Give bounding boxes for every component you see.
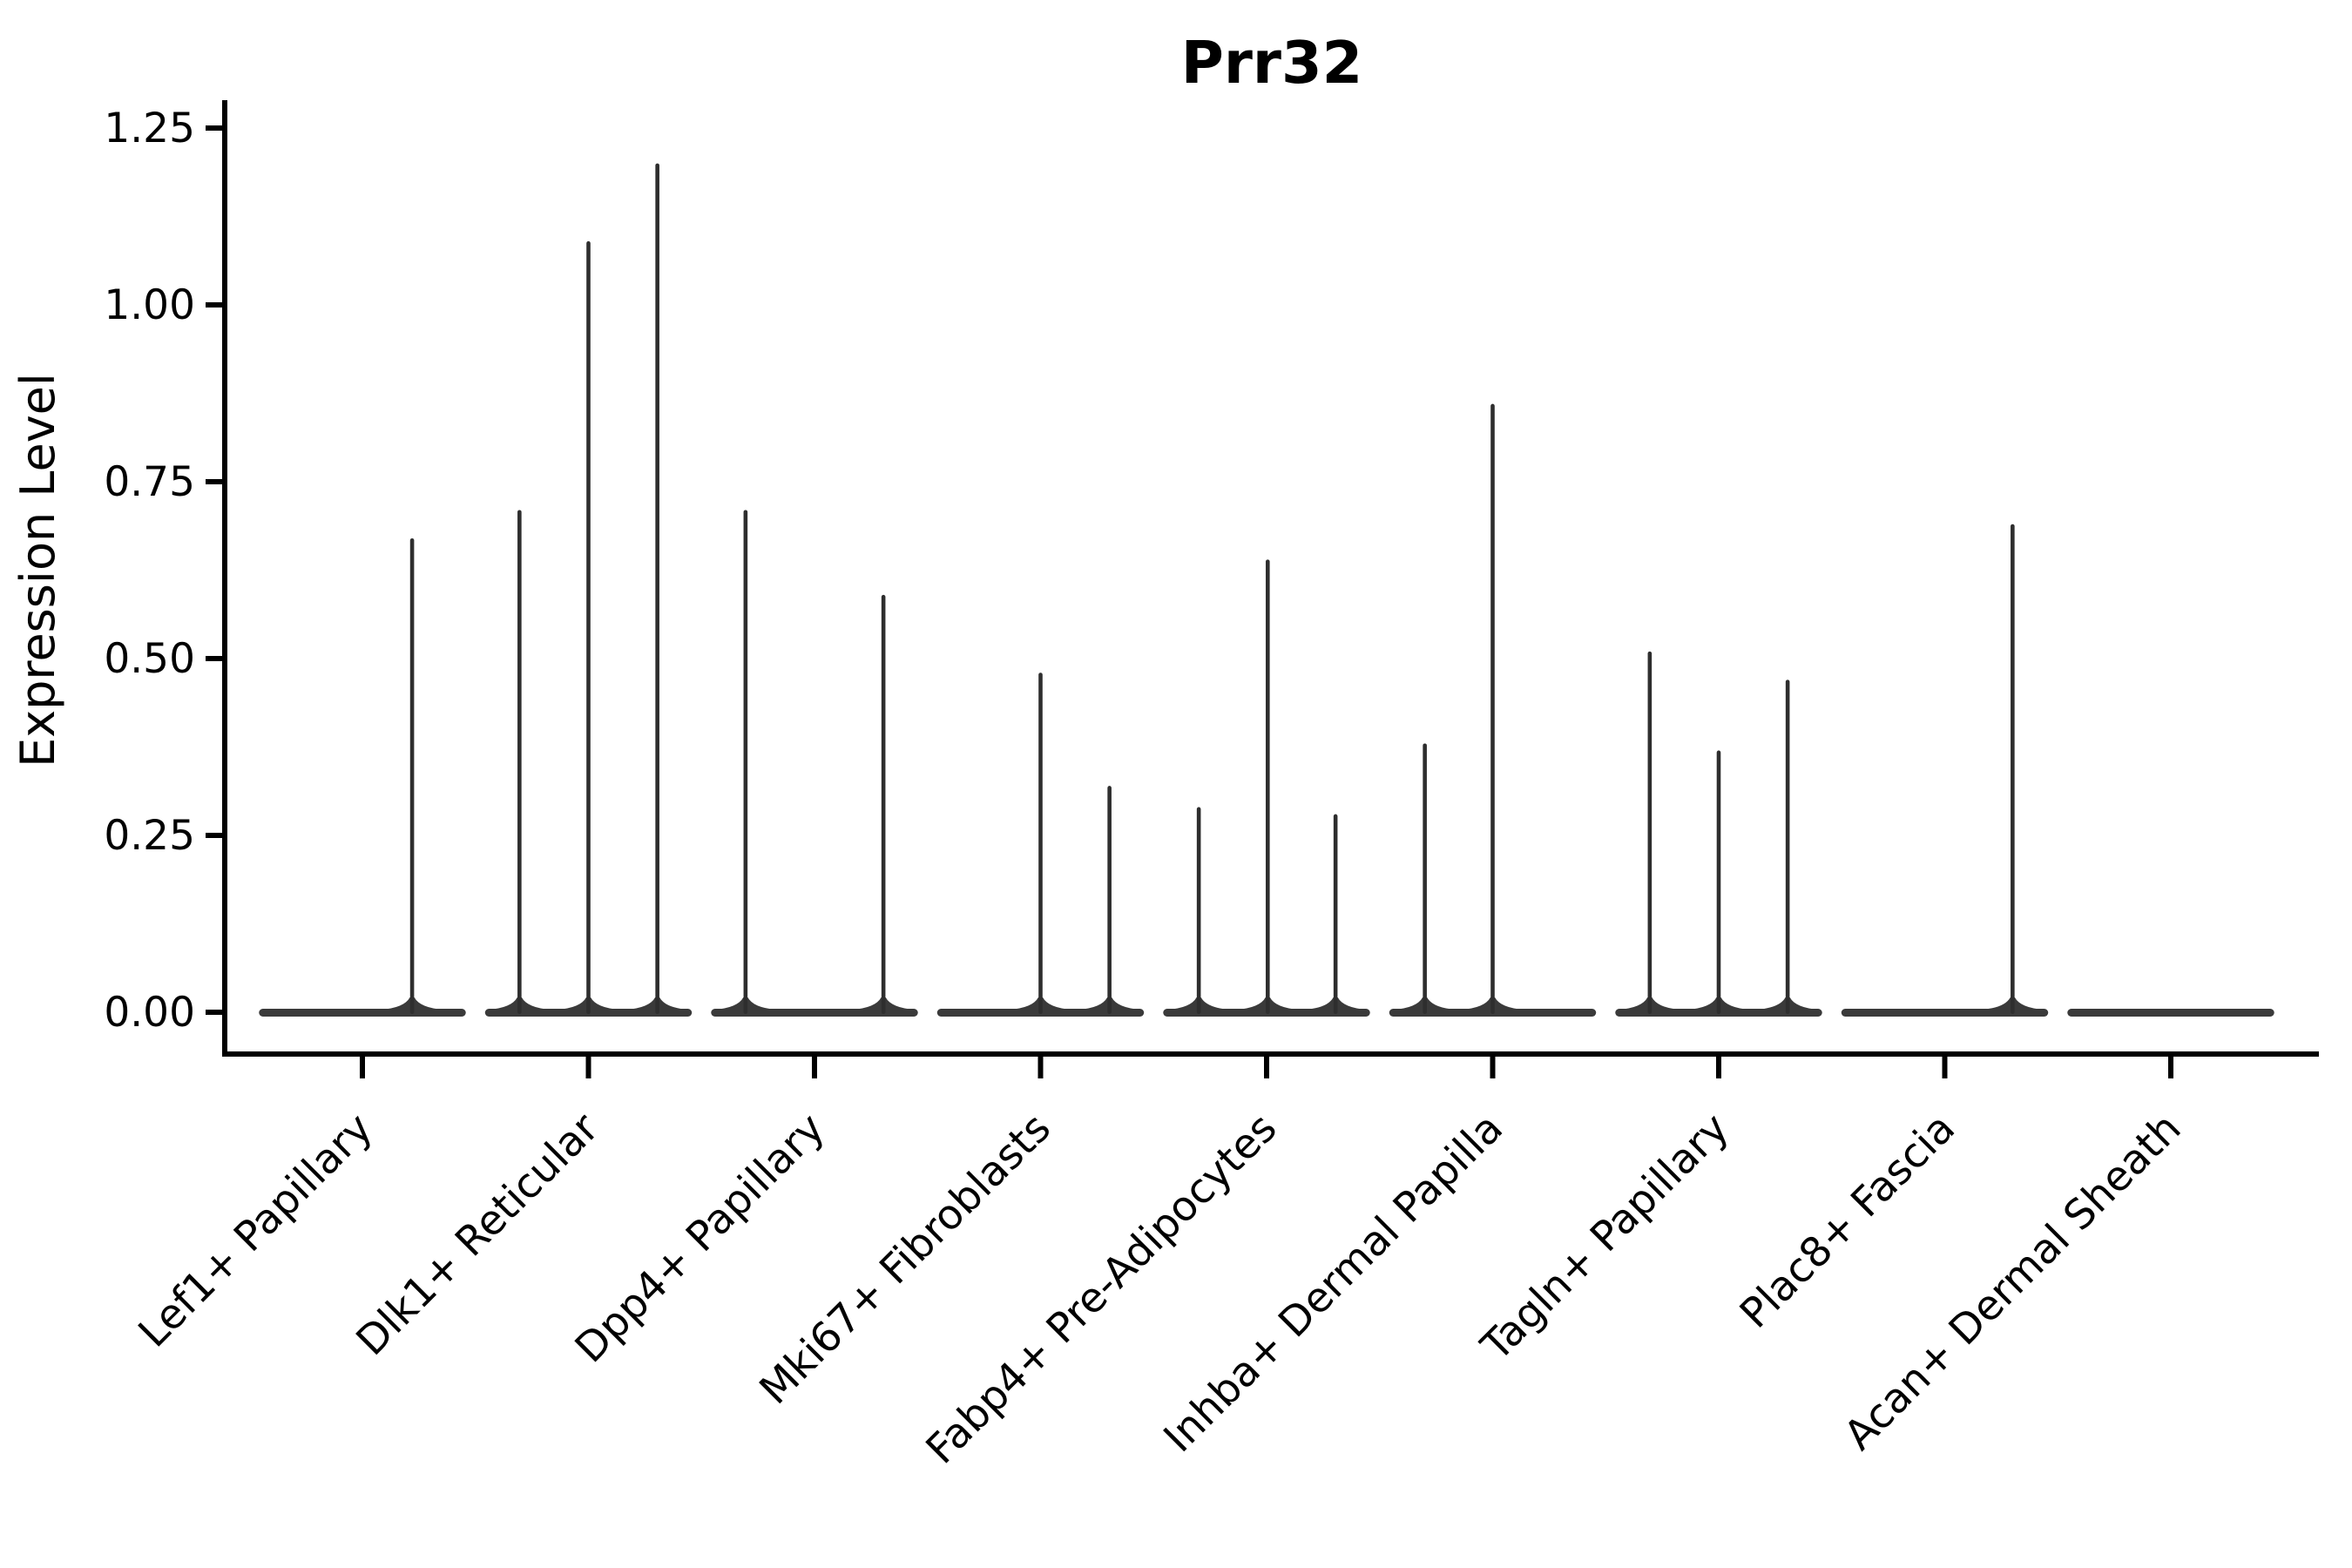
- y-axis-label: Expression Level: [10, 373, 65, 767]
- y-tick-label: 1.25: [104, 105, 195, 152]
- violin-spike: [1785, 679, 1790, 1014]
- violin-spike: [1333, 814, 1338, 1014]
- y-tick-label: 1.00: [104, 281, 195, 329]
- violin-spike: [655, 163, 659, 1015]
- violin-spike: [881, 594, 886, 1014]
- violin-spike: [586, 240, 591, 1014]
- violin-spike: [1716, 750, 1721, 1014]
- violin-spike: [1038, 672, 1043, 1014]
- y-tick-label: 0.50: [104, 635, 195, 683]
- violin-spike: [743, 510, 748, 1014]
- violin-spike: [517, 510, 522, 1014]
- x-tick-label: Dlk1+ Reticular: [348, 1104, 609, 1365]
- x-tick-label: Tagln+ Papillary: [1472, 1105, 1739, 1371]
- plot-title: Prr32: [1181, 29, 1362, 97]
- violin-spike: [1647, 651, 1652, 1014]
- x-tick-label: Lef1+ Papillary: [130, 1105, 382, 1357]
- y-tick-label: 0.75: [104, 458, 195, 506]
- x-tick-label: Plac8+ Fascia: [1731, 1105, 1964, 1338]
- violin-spike: [1423, 743, 1427, 1014]
- violin-spike: [1490, 403, 1495, 1014]
- x-tick-label: Dpp4+ Papillary: [566, 1105, 835, 1373]
- violin-spike: [1196, 807, 1201, 1014]
- y-tick-label: 0.25: [104, 812, 195, 860]
- violin-spike: [1265, 559, 1270, 1014]
- y-tick-label: 0.00: [104, 989, 195, 1037]
- violin-baseline: [2067, 1009, 2274, 1017]
- violin-spike: [1107, 786, 1112, 1014]
- violin-spike: [409, 537, 415, 1014]
- violin-spike: [2011, 524, 2015, 1014]
